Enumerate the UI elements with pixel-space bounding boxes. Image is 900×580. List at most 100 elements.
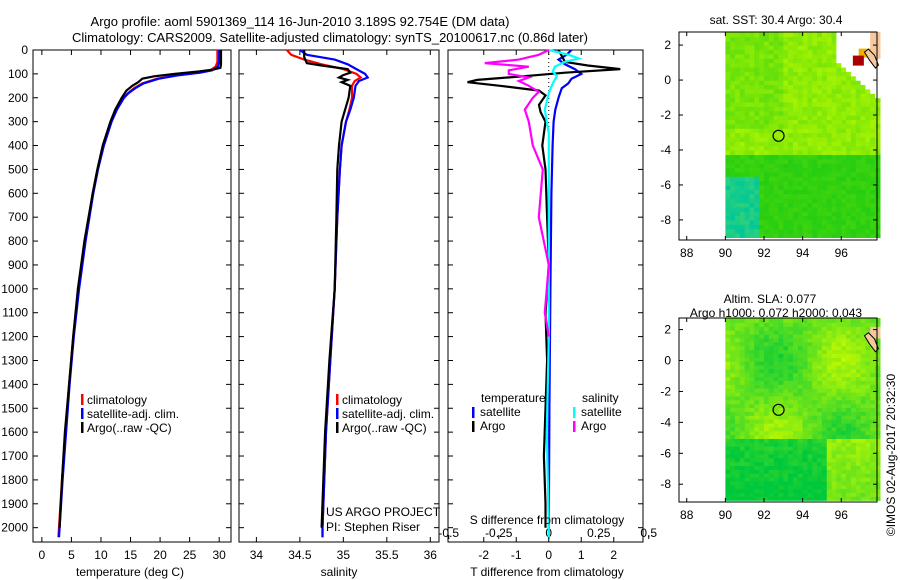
map-cell: [802, 449, 808, 455]
map-cell: [754, 422, 760, 428]
map-cell: [768, 141, 775, 147]
map-cell: [725, 75, 731, 81]
map-cell: [744, 158, 751, 164]
map-cell: [788, 376, 794, 381]
map-cell: [735, 228, 741, 234]
map-cell: [870, 387, 876, 393]
map-cell: [749, 376, 755, 381]
map-cell: [754, 488, 760, 494]
map-cell: [773, 391, 780, 397]
map-cell: [773, 40, 780, 46]
map-cell: [788, 333, 794, 339]
map-cell: [759, 418, 765, 424]
map-cell: [725, 49, 731, 55]
map-cell: [860, 457, 866, 463]
map-cell: [865, 379, 871, 385]
map-cell: [870, 106, 876, 112]
map-cell: [831, 406, 837, 412]
map-cell: [764, 495, 770, 501]
map-cell: [855, 480, 862, 486]
map-cell: [797, 422, 804, 428]
map-cell: [807, 414, 813, 420]
map-cell: [831, 434, 837, 439]
map-cell: [744, 106, 751, 112]
map-cell: [768, 136, 775, 142]
map-cell: [817, 189, 823, 195]
map-cell: [846, 224, 852, 230]
map-cell: [788, 176, 794, 182]
map-cell: [754, 84, 760, 90]
map-cell: [768, 132, 775, 138]
map-cell: [725, 184, 731, 190]
map-cell: [846, 110, 852, 116]
map-cell: [855, 422, 862, 428]
legend-title: temperature: [481, 391, 546, 405]
map-cell: [865, 461, 871, 466]
map-cell: [875, 80, 881, 86]
map-cell: [768, 75, 775, 81]
map-cell: [831, 198, 837, 204]
map-cell: [836, 189, 842, 195]
map-cell: [749, 379, 755, 385]
map-cell: [773, 215, 780, 221]
map-cell: [768, 364, 775, 370]
map-cell: [841, 318, 847, 323]
map-cell: [831, 488, 837, 494]
map-cell: [846, 441, 852, 447]
map-cell: [812, 36, 818, 42]
map-cell: [812, 341, 818, 347]
map-cell: [802, 403, 808, 408]
map-cell: [783, 80, 789, 86]
map-cell: [841, 399, 847, 405]
x2-tick-label: 0.5: [640, 526, 657, 540]
map-cell: [812, 414, 818, 420]
map-cell: [788, 468, 794, 474]
map-cell: [764, 318, 770, 323]
map-cell: [817, 136, 823, 142]
map-cell: [807, 410, 813, 416]
map-cell: [764, 58, 770, 64]
map-cell: [783, 329, 789, 335]
map-cell: [821, 341, 828, 347]
map-cell: [821, 180, 828, 186]
map-cell: [725, 224, 731, 230]
map-cell: [778, 193, 784, 199]
map-cell: [764, 430, 770, 436]
map-cell: [831, 67, 837, 72]
map-cell: [812, 233, 818, 238]
map-cell: [730, 93, 736, 99]
map-cell: [783, 189, 789, 195]
map-cell: [865, 88, 871, 94]
map-cell: [759, 224, 765, 230]
map-cell: [735, 219, 741, 225]
map-cell: [768, 449, 775, 455]
map-cell: [802, 206, 808, 212]
map-cell: [846, 62, 852, 68]
map-cell: [855, 329, 862, 335]
map-cell: [865, 123, 871, 129]
y-tick-label: 1800: [1, 473, 28, 487]
map-cell: [836, 418, 842, 424]
map-cell: [749, 453, 755, 459]
map-cell: [826, 391, 833, 397]
map-cell: [778, 341, 784, 347]
map-cell: [739, 184, 746, 190]
map-cell: [821, 461, 828, 466]
map-cell: [778, 211, 784, 217]
map-cell: [725, 426, 731, 432]
map-cell: [836, 215, 842, 221]
map-cell: [826, 445, 833, 451]
map-cell: [817, 403, 823, 408]
map-cell: [764, 154, 770, 160]
map-cell: [812, 184, 818, 190]
map-cell: [788, 379, 794, 385]
map-cell: [788, 406, 794, 412]
map-cell: [754, 341, 760, 347]
map-cell: [739, 233, 746, 238]
map-cell: [773, 71, 780, 77]
map-cell: [739, 150, 746, 155]
map-cell: [817, 368, 823, 374]
map-cell: [855, 119, 862, 125]
map-cell: [730, 337, 736, 343]
map-cell: [860, 329, 866, 335]
